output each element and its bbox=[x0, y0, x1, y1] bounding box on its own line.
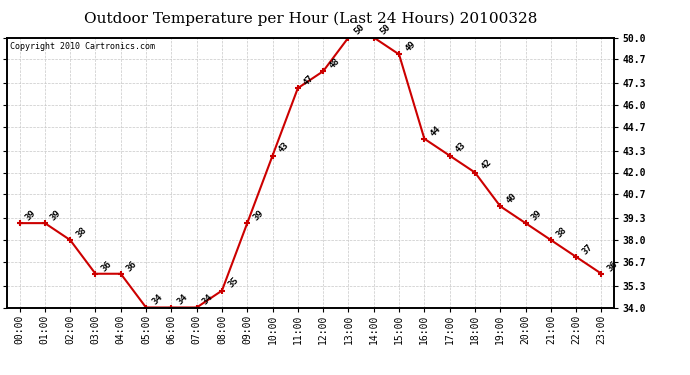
Text: Copyright 2010 Cartronics.com: Copyright 2010 Cartronics.com bbox=[10, 42, 155, 51]
Text: 34: 34 bbox=[175, 293, 190, 307]
Text: Outdoor Temperature per Hour (Last 24 Hours) 20100328: Outdoor Temperature per Hour (Last 24 Ho… bbox=[83, 11, 538, 26]
Text: 43: 43 bbox=[454, 141, 468, 155]
Text: 39: 39 bbox=[23, 209, 38, 222]
Text: 50: 50 bbox=[353, 23, 366, 37]
Text: 48: 48 bbox=[327, 57, 342, 70]
Text: 39: 39 bbox=[251, 209, 266, 222]
Text: 39: 39 bbox=[530, 209, 544, 222]
Text: 37: 37 bbox=[580, 242, 594, 256]
Text: 34: 34 bbox=[150, 293, 164, 307]
Text: 40: 40 bbox=[504, 192, 518, 206]
Text: 50: 50 bbox=[378, 23, 392, 37]
Text: 44: 44 bbox=[428, 124, 442, 138]
Text: 49: 49 bbox=[403, 40, 417, 54]
Text: 35: 35 bbox=[226, 276, 240, 290]
Text: 36: 36 bbox=[125, 259, 139, 273]
Text: 39: 39 bbox=[49, 209, 63, 222]
Text: 34: 34 bbox=[201, 293, 215, 307]
Text: 47: 47 bbox=[302, 74, 316, 87]
Text: 38: 38 bbox=[555, 225, 569, 239]
Text: 42: 42 bbox=[479, 158, 493, 172]
Text: 43: 43 bbox=[277, 141, 290, 155]
Text: 36: 36 bbox=[99, 259, 114, 273]
Text: 38: 38 bbox=[75, 225, 88, 239]
Text: 36: 36 bbox=[606, 259, 620, 273]
